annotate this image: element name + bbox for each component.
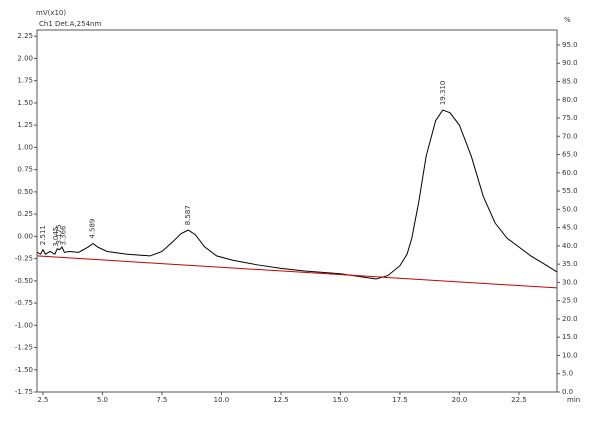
trace	[36, 109, 558, 280]
x-tick-label: 17.5	[392, 396, 408, 404]
peak-label: 19.310	[439, 81, 447, 106]
y-tick-label: -1.50	[15, 366, 33, 374]
y2-tick-label: 70.0	[562, 132, 578, 140]
y2-tick-label: 40.0	[562, 242, 578, 250]
x-tick-label: 2.5	[37, 396, 48, 404]
y-tick-label: 1.75	[17, 77, 33, 85]
y-tick-label: -0.75	[15, 299, 33, 307]
y2-tick-label: 65.0	[562, 151, 578, 159]
peak-label: 4.589	[89, 219, 97, 239]
y-tick-label: 1.25	[17, 121, 33, 129]
peak-label: 3.045	[52, 227, 60, 247]
y2-tick-label: 10.0	[562, 351, 578, 359]
peak-label: 3.366	[60, 225, 68, 246]
y-axis-label: mV(x10)	[36, 9, 66, 17]
plot-frame	[36, 29, 558, 393]
y-tick-label: -1.00	[15, 321, 33, 329]
y2-tick-label: 0.0	[562, 388, 573, 396]
y-tick-label: 0.00	[17, 232, 33, 240]
y-tick-label: 2.25	[17, 32, 33, 40]
x-tick-label: 20.0	[452, 396, 468, 404]
y2-tick-label: 95.0	[562, 41, 578, 49]
peak-label: 2.511	[39, 225, 47, 245]
y2-tick-label: 60.0	[562, 169, 578, 177]
trace	[36, 255, 558, 289]
y2-tick-label: 35.0	[562, 260, 578, 268]
y-tick-label: -1.75	[15, 388, 33, 396]
y2-tick-label: 55.0	[562, 187, 578, 195]
x-tick-label: 5.0	[97, 396, 108, 404]
peak-label: 8.587	[184, 205, 192, 225]
y-tick-label: -0.25	[15, 255, 33, 263]
x-tick-label: 7.5	[156, 396, 167, 404]
peak-label: 3.175	[55, 224, 63, 244]
x-axis-label: min	[567, 396, 580, 404]
y2-tick-label: 30.0	[562, 278, 578, 286]
x-tick-label: 22.5	[511, 396, 527, 404]
y-tick-label: 1.50	[17, 99, 33, 107]
y2-tick-label: 80.0	[562, 96, 578, 104]
y2-tick-label: 90.0	[562, 59, 578, 67]
x-tick-label: 15.0	[333, 396, 349, 404]
y-tick-label: 0.50	[17, 188, 33, 196]
y2-tick-label: 25.0	[562, 297, 578, 305]
y-tick-label: -0.50	[15, 277, 33, 285]
y2-tick-label: 85.0	[562, 78, 578, 86]
y2-tick-label: 75.0	[562, 114, 578, 122]
y-tick-label: 0.75	[17, 166, 33, 174]
x-tick-label: 10.0	[214, 396, 230, 404]
y-tick-label: 1.00	[17, 143, 33, 151]
y-tick-label: -1.25	[15, 344, 33, 352]
y2-tick-label: 45.0	[562, 224, 578, 232]
y2-tick-label: 50.0	[562, 205, 578, 213]
y-tick-label: 0.25	[17, 210, 33, 218]
y2-tick-label: 15.0	[562, 333, 578, 341]
x-tick-label: 12.5	[273, 396, 289, 404]
channel-label: Ch1 Det.A,254nm	[39, 20, 101, 28]
y2-tick-label: 20.0	[562, 315, 578, 323]
y2-tick-label: 5.0	[562, 370, 573, 378]
y-tick-label: 2.00	[17, 54, 33, 62]
y2-axis-label: %	[564, 16, 571, 24]
